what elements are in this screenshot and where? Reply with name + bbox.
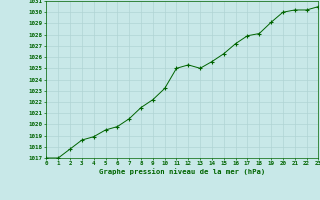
X-axis label: Graphe pression niveau de la mer (hPa): Graphe pression niveau de la mer (hPa) — [99, 168, 266, 175]
